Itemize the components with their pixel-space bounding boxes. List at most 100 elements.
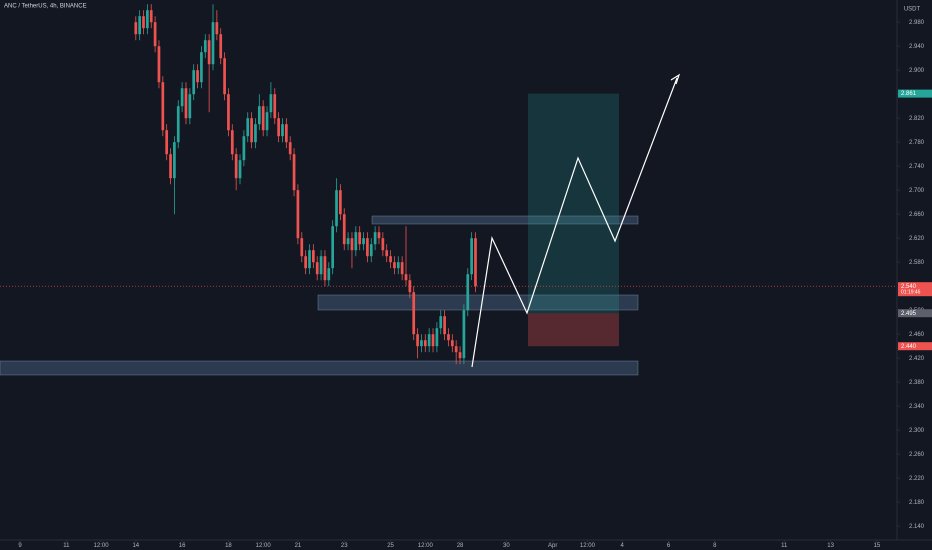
candle-body [458,352,462,359]
candle-body [192,70,196,95]
y-tick-label: 2.980 [909,20,925,26]
symbol-title: ANC / TetherUS, 4h, BINANCE [4,4,87,10]
candle-body [404,274,408,281]
candle-body [184,88,188,119]
y-tick-label: 2.780 [909,140,925,146]
projection-arrow [471,77,678,368]
candle-body [396,262,400,269]
candle-body [369,244,373,257]
candle-body [273,94,277,119]
candle-body [134,22,138,35]
candle-body [474,238,477,287]
candle-body [431,334,435,347]
candle-body [292,154,296,191]
candle-body [331,226,335,269]
x-tick-label: 21 [295,543,302,549]
zone [0,360,639,376]
x-tick-label: 12:00 [580,543,596,549]
candle-body [435,328,439,347]
candle-body [254,124,257,143]
target-label: 2.861 [901,91,917,97]
candle-body [423,340,427,347]
candle-body [304,256,307,269]
zone [371,215,639,225]
x-tick-label: 9 [18,543,22,549]
loss-zone [528,313,619,347]
y-tick-label: 2.820 [909,116,925,122]
candle-body [470,238,473,275]
candle-body [373,232,377,245]
y-tick-label: 2.180 [909,500,925,506]
candle-body [350,238,354,251]
axis-unit: USDT [904,7,921,13]
y-tick-label: 2.420 [909,356,925,362]
x-tick-label: 15 [874,543,881,549]
y-tick-label: 2.580 [909,260,925,266]
candle-body [246,118,250,137]
position-tool [528,93,619,347]
y-tick-label: 2.740 [909,164,925,170]
candle-body [377,232,381,239]
candle-body [366,238,369,257]
candle-body [393,262,396,269]
x-tick-label: 12:00 [94,543,110,549]
candle-body [315,262,319,275]
y-tick-label: 2.300 [909,428,925,434]
x-tick-label: 18 [225,543,232,549]
candle-body [200,52,203,83]
candle-body [454,346,458,353]
x-tick-label: 13 [827,543,834,549]
candle-body [439,316,443,329]
y-tick-label: 2.220 [909,476,925,482]
candle-body [176,106,180,143]
candle-body [265,112,269,131]
y-tick-label: 2.380 [909,380,925,386]
y-tick-label: 2.460 [909,332,925,338]
axes: 2.9802.9402.9002.8602.8202.7802.7402.700… [0,20,932,549]
y-tick-label: 2.940 [909,44,925,50]
candle-body [339,190,342,215]
candle-body [169,154,172,179]
candle-body [196,70,199,83]
profit-zone [528,93,619,314]
candle-body [312,250,315,263]
candle-body [284,124,288,143]
y-tick-label: 2.660 [909,212,925,218]
y-tick-label: 2.620 [909,236,925,242]
candle-body [346,238,350,245]
stop-label: 2.440 [901,344,917,350]
candle-body [157,46,161,83]
candle-body [281,124,284,137]
x-tick-label: 4 [620,543,624,549]
candle-body [443,316,446,335]
x-tick-label: Apr [548,543,557,549]
candle-body [389,256,392,263]
y-tick-label: 2.260 [909,452,925,458]
candle-body [400,262,404,275]
candle-body [450,340,454,347]
x-tick-label: 16 [179,543,186,549]
stop-label-bg [898,342,932,351]
candle-body [173,142,176,179]
x-tick-label: 11 [781,543,788,549]
candle-body [138,16,142,35]
x-tick-label: 25 [387,543,394,549]
candle-body [358,232,362,245]
candle-body [447,334,450,341]
candle-body [257,106,261,125]
y-tick-label: 2.900 [909,68,925,74]
candle-body [408,280,412,293]
candle-body [203,40,207,53]
candle-body [327,268,331,281]
candle-body [161,82,165,131]
candle-body [227,94,230,131]
zone [317,294,639,311]
candle-body [219,34,223,59]
candle-body [354,232,358,251]
y-tick-label: 2.140 [909,524,925,530]
candle-body [335,190,338,227]
x-tick-label: 30 [503,543,510,549]
candle-body [362,238,365,245]
